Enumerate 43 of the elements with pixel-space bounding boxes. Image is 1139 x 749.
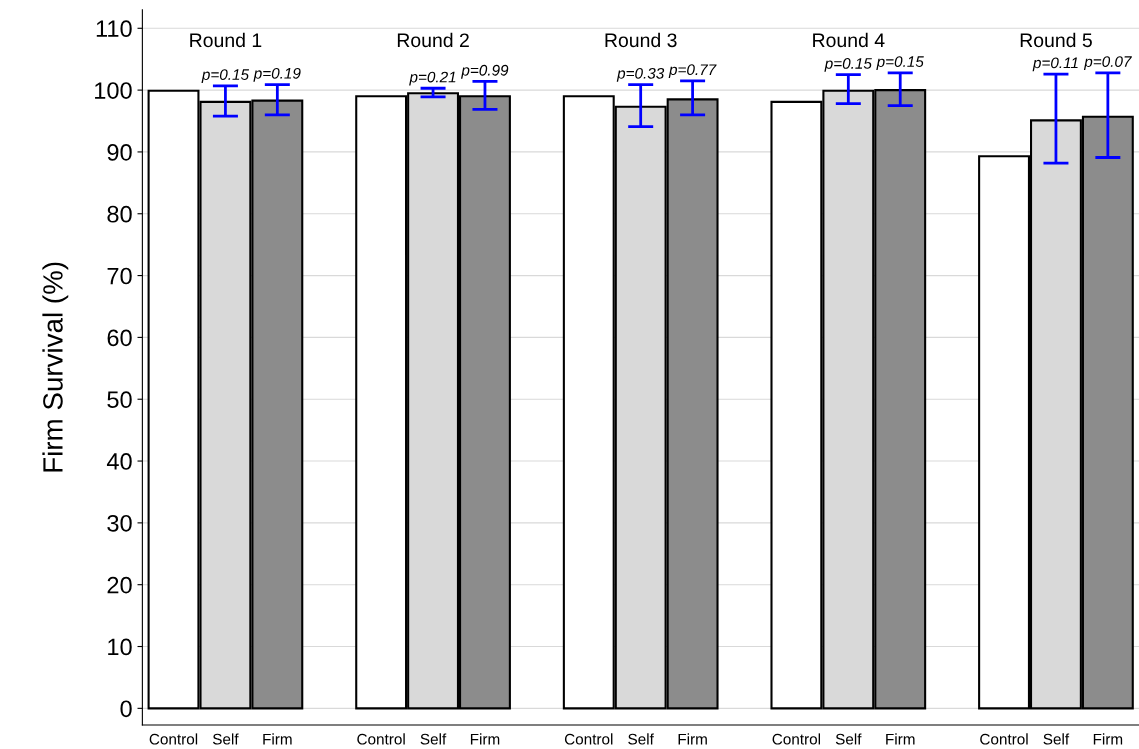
annotation: Round 3 xyxy=(605,32,677,48)
y-tick-label: 100 xyxy=(95,82,132,99)
annotation: Round 5 xyxy=(1020,32,1092,48)
x-tick-label: Control xyxy=(772,733,821,745)
y-tick-label: 60 xyxy=(107,329,132,347)
annotation: Round 4 xyxy=(813,32,885,48)
y-tick-label: 30 xyxy=(107,514,132,532)
annotation: p=0.33 xyxy=(616,67,665,82)
x-tick-label: Control xyxy=(980,733,1028,745)
x-tick-label: Control xyxy=(564,733,613,745)
y-tick-label: 20 xyxy=(107,576,132,594)
x-tick-label: Self xyxy=(628,733,654,745)
x-tick-label: Control xyxy=(149,733,198,745)
annotation: p=0.15 xyxy=(824,58,872,72)
x-tick-label: Self xyxy=(420,733,447,745)
y-tick-label: 70 xyxy=(107,267,132,285)
annotation: p=0.19 xyxy=(253,67,301,82)
annotation: p=0.07 xyxy=(1083,56,1132,71)
annotation: p=0.15 xyxy=(201,69,250,83)
y-axis-title: Firm Survival (%) xyxy=(42,262,69,472)
x-tick-label: Firm xyxy=(678,733,707,745)
y-tick-label: 10 xyxy=(108,638,132,656)
annotation: p=0.99 xyxy=(461,64,509,79)
x-tick-label: Firm xyxy=(263,733,292,745)
x-tick-label: Firm xyxy=(470,733,500,745)
annotation: p=0.77 xyxy=(668,64,717,79)
annotation: Round 1 xyxy=(190,32,262,48)
x-tick-label: Firm xyxy=(886,733,915,745)
y-tick-label: 90 xyxy=(107,144,132,161)
x-tick-label: Firm xyxy=(1093,733,1123,745)
x-tick-label: Self xyxy=(835,733,862,745)
y-tick-label: 0 xyxy=(120,700,132,718)
annotation: p=0.15 xyxy=(876,56,924,71)
annotation: p=0.11 xyxy=(1032,57,1078,72)
y-tick-label: 50 xyxy=(107,391,132,409)
x-tick-label: Self xyxy=(212,733,239,745)
x-tick-label: Self xyxy=(1043,733,1070,745)
annotation: Round 2 xyxy=(397,32,469,48)
y-tick-label: 40 xyxy=(106,453,132,470)
annotation: p=0.21 xyxy=(409,71,456,86)
x-tick-label: Control xyxy=(357,733,405,745)
y-tick-label: 110 xyxy=(96,20,132,38)
y-tick-label: 80 xyxy=(107,205,132,223)
